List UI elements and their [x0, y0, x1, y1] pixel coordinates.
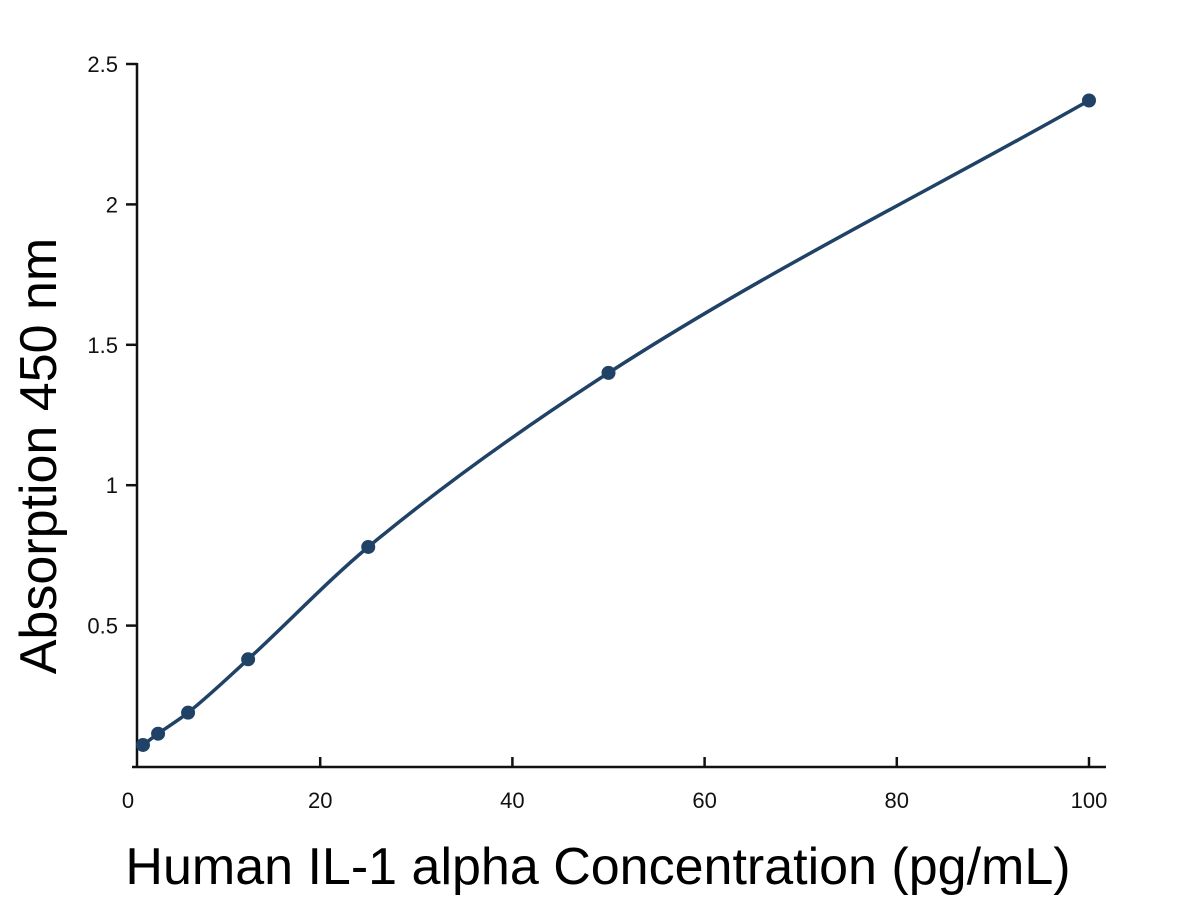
x-axis-ticks: 0 20 40 60 80 100	[122, 757, 1107, 813]
fitted-curve	[141, 98, 1090, 747]
x-axis-label: Human IL-1 alpha Concentration (pg/mL)	[125, 838, 1070, 896]
y-tick-label: 1	[106, 473, 118, 498]
y-axis-ticks: 0.5 1 1.5 2 2.5	[87, 52, 137, 639]
y-tick-label: 1.5	[87, 333, 118, 358]
data-point	[135, 737, 150, 752]
data-point	[361, 539, 376, 554]
y-tick-label: 2.5	[87, 52, 118, 77]
x-tick-label: 20	[308, 788, 332, 813]
x-tick-label: 100	[1071, 788, 1108, 813]
data-point	[151, 726, 166, 741]
data-points	[135, 93, 1096, 752]
x-tick-label: 0	[122, 788, 134, 813]
data-point	[181, 705, 196, 720]
x-tick-label: 60	[692, 788, 716, 813]
data-point	[601, 365, 616, 380]
y-tick-label: 0.5	[87, 614, 118, 639]
data-point	[1082, 93, 1096, 108]
y-axis-label: Absorption 450 nm	[10, 238, 68, 675]
axes	[132, 63, 1106, 769]
y-tick-label: 2	[106, 192, 118, 217]
data-point	[241, 652, 256, 667]
x-tick-label: 80	[885, 788, 909, 813]
x-tick-label: 40	[500, 788, 524, 813]
